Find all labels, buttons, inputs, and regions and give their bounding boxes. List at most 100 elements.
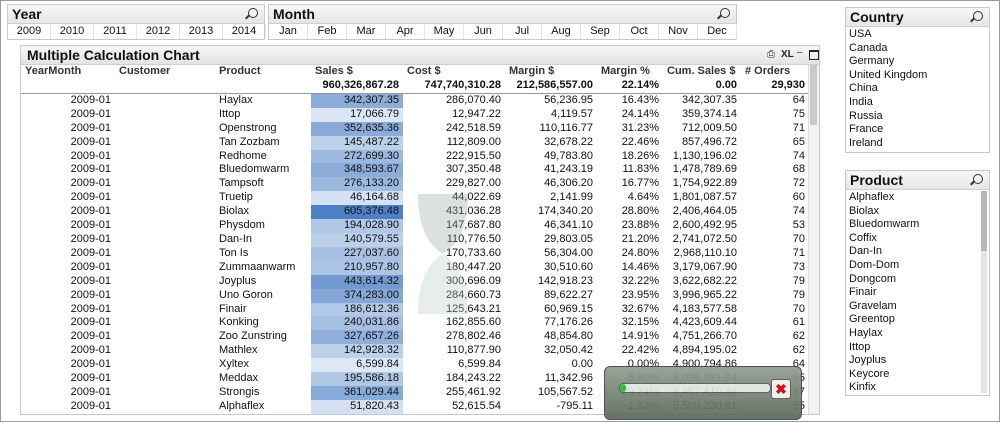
scrollbar-thumb[interactable] [810,65,817,125]
month-item[interactable]: Jun [464,24,503,39]
product-list-item[interactable]: Alphaflex [849,191,895,203]
table-cell: 64 [792,93,805,106]
product-list-item[interactable]: Dongcom [849,272,897,285]
country-list-item[interactable]: China [849,82,878,95]
table-cell: 2009-01 [70,163,111,176]
month-item[interactable]: Mar [347,24,386,39]
cancel-calculation-button[interactable]: ✖ [771,379,791,399]
column-header[interactable]: Sales $ [315,65,353,78]
country-list-item[interactable]: France [849,123,884,136]
table-cell: 24.14% [621,107,659,120]
chart-scrollbar[interactable] [808,65,819,414]
column-header[interactable]: Cum. Sales $ [667,65,736,78]
product-list-item[interactable]: Haylax [849,326,883,339]
month-item[interactable]: Dec [698,24,737,39]
scrollbar-thumb[interactable] [981,191,987,251]
year-item[interactable]: 2010 [51,24,94,39]
table-cell [21,79,115,94]
table-cell: 16.43% [621,93,659,106]
country-list-item[interactable]: Ireland [849,136,883,149]
country-list-item[interactable]: India [849,95,873,108]
month-item[interactable]: May [425,24,464,39]
month-item[interactable]: Feb [308,24,347,39]
totals-row: 960,326,867.28 747,740,310.28 212,586,557.… [21,79,809,94]
table-cell [115,372,215,386]
search-icon[interactable] [720,8,730,18]
table-cell: Tampsoft [219,177,264,190]
search-icon[interactable] [973,11,983,21]
month-item[interactable]: Jul [503,24,542,39]
year-item[interactable]: 2014 [223,24,266,39]
table-row: 2009-01 Mathlex 142,928.32 110,877.90 32,050… [21,344,809,359]
month-item[interactable]: Jan [269,24,308,39]
chart-title: Multiple Calculation Chart [27,47,200,63]
product-list-item[interactable]: Keycore [849,367,890,380]
column-header[interactable]: Product [219,65,261,78]
country-list-item[interactable]: USA [849,28,872,40]
table-cell: 2,968,110.10 [673,246,737,259]
table-cell: Dan-In [219,232,253,245]
table-cell: Zummaanwarm [219,260,296,273]
country-list-item[interactable]: Germany [849,55,895,68]
year-values: 2009 2010 2011 2012 2013 2014 [8,24,266,39]
table-cell: 110,776.50 [446,232,501,245]
table-cell: 77,176.26 [544,316,593,329]
product-list-item[interactable]: Coffix [849,231,877,244]
month-item[interactable]: Sep [581,24,620,39]
product-scrollbar[interactable] [981,191,987,393]
table-cell: 2009-01 [70,385,111,398]
table-cell: 70 [792,232,805,245]
column-header[interactable]: YearMonth [25,65,82,78]
column-header[interactable]: Margin % [601,65,650,78]
year-item[interactable]: 2009 [8,24,51,39]
year-item[interactable]: 2012 [137,24,180,39]
table-cell: 71 [792,246,805,259]
product-list-item[interactable]: Dan-In [849,245,883,258]
month-item[interactable]: Nov [659,24,698,39]
print-icon[interactable]: ⎙ [767,49,775,60]
table-cell [115,93,215,107]
table-header-row[interactable]: YearMonth Customer Product Sales $ Cost $ Mar… [21,65,809,79]
product-list: Alphaflex Biolax Bluedomwarm Coffix Dan-In Do… [849,191,919,395]
table-cell: 374,283.00 [311,288,403,303]
table-cell: Redhome [219,149,267,162]
table-cell: 180,447.20 [445,260,501,273]
table-cell: 194,028.90 [311,219,403,233]
month-item[interactable]: Aug [542,24,581,39]
maximize-icon[interactable] [809,50,819,60]
column-header[interactable]: Customer [119,65,171,78]
table-cell: Biolax [219,205,249,218]
search-icon[interactable] [973,174,983,184]
minimize-icon[interactable]: – [797,47,803,58]
product-list-item[interactable]: Joyplus [849,354,887,367]
column-header[interactable]: # Orders [745,65,791,78]
table-cell: 210,957.80 [311,260,403,275]
product-list-item[interactable]: Ittop [849,340,871,353]
table-cell: 300,696.09 [445,274,501,287]
year-item[interactable]: 2011 [94,24,137,39]
product-list-item[interactable]: Gravelam [849,299,897,312]
column-header[interactable]: Cost $ [407,65,441,78]
month-item[interactable]: Apr [386,24,425,39]
product-list-item[interactable]: Kinfix [849,381,876,394]
search-icon[interactable] [248,8,258,18]
year-listbox: Year 2009 2010 2011 2012 2013 2014 [7,4,266,40]
product-list-item[interactable]: Bluedomwarm [849,218,920,231]
month-item[interactable]: Oct [620,24,659,39]
country-list-item[interactable]: Russia [849,109,883,122]
product-list-item[interactable]: Finair [849,286,877,299]
country-list-item[interactable]: Canada [849,41,888,54]
table-cell: 32.22% [621,274,659,287]
product-list-item[interactable]: Biolax [849,204,879,217]
table-row: 2009-01 Zoo Zunstring 327,657.26 278,802.46… [21,330,809,345]
column-header[interactable]: Margin $ [509,65,555,78]
product-list-item[interactable]: Dom-Dom [849,258,900,271]
table-cell: Physdom [219,219,265,232]
year-item[interactable]: 2013 [180,24,223,39]
product-list-item[interactable]: Greentop [849,313,895,326]
export-excel-button[interactable]: XL [781,49,794,60]
table-cell: Meddax [219,372,259,385]
country-list-item[interactable]: United Kingdom [849,68,928,81]
table-cell: 278,802.46 [445,330,501,343]
table-cell: 71 [792,121,805,134]
